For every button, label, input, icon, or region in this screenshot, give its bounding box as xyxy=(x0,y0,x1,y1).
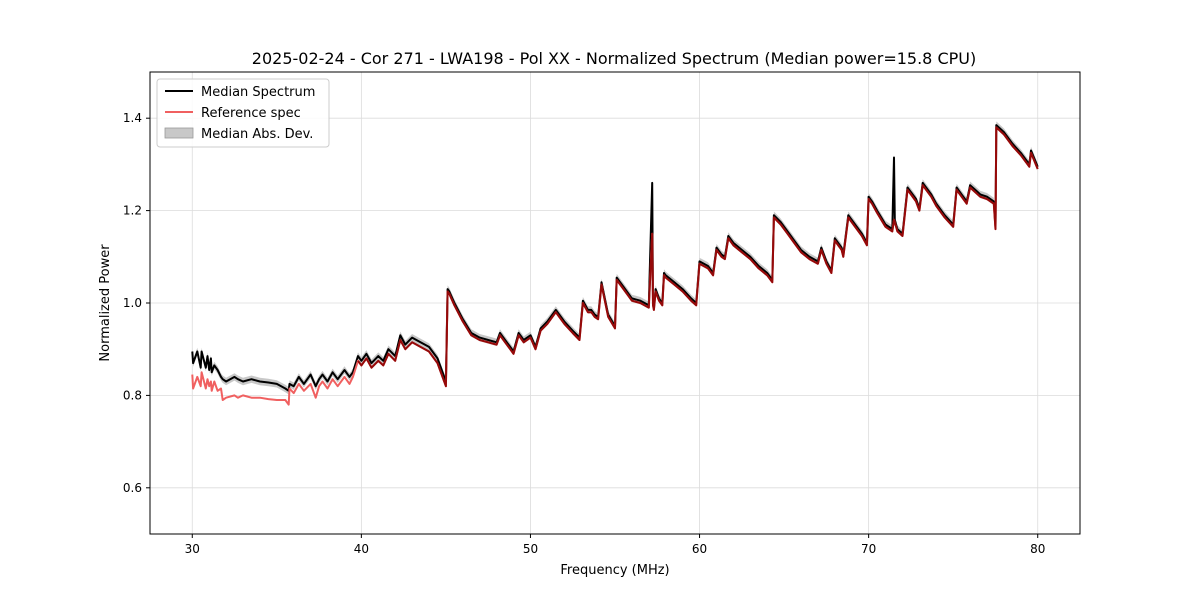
ticks: 30 40 50 60 70 80 0.6 0.8 1.0 1.2 1.4 xyxy=(123,111,1045,556)
legend-box xyxy=(156,78,330,148)
series-layer xyxy=(191,124,1039,406)
x-tick-label: 30 xyxy=(185,542,200,556)
x-tick-label: 80 xyxy=(1030,542,1045,556)
y-tick-label: 1.2 xyxy=(123,204,142,218)
y-axis-label: Normalized Power xyxy=(98,244,113,362)
reference-spec-overlap-line xyxy=(357,126,1039,388)
legend: Median Spectrum Reference spec Median Abs.… xyxy=(156,78,330,148)
chart-title: 2025-02-24 - Cor 271 - LWA198 - Pol XX -… xyxy=(252,49,976,68)
y-tick-label: 0.6 xyxy=(123,481,142,495)
legend-label: Reference spec xyxy=(201,106,301,121)
legend-label: Median Spectrum xyxy=(201,85,315,100)
legend-label: Median Abs. Dev. xyxy=(201,127,313,142)
x-tick-label: 40 xyxy=(354,542,369,556)
y-tick-label: 0.8 xyxy=(123,388,142,402)
x-axis-label: Frequency (MHz) xyxy=(560,563,669,578)
y-tick-label: 1.4 xyxy=(123,111,142,125)
x-tick-label: 50 xyxy=(523,542,538,556)
y-tick-label: 1.0 xyxy=(123,296,142,310)
x-tick-label: 70 xyxy=(861,542,876,556)
grid xyxy=(150,72,1080,534)
x-tick-label: 60 xyxy=(692,542,707,556)
legend-swatch-band xyxy=(164,127,194,139)
